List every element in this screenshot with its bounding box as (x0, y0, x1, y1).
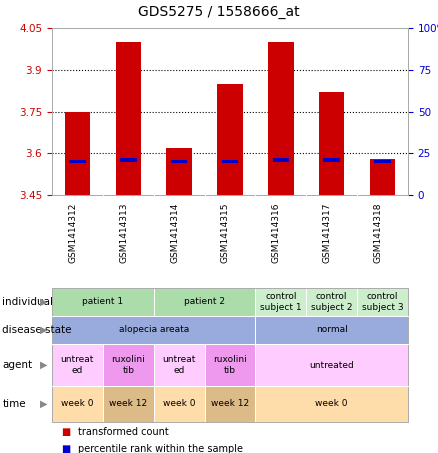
Bar (116, 42, 141, 195)
Bar (272, 158, 289, 162)
Text: ▶: ▶ (40, 399, 48, 409)
Text: ▶: ▶ (40, 360, 48, 370)
Text: week 12: week 12 (211, 400, 249, 409)
Bar (166, 148, 192, 195)
Text: GSM1414312: GSM1414312 (68, 202, 78, 263)
Text: ruxolini
tib: ruxolini tib (213, 355, 247, 375)
Bar (370, 159, 395, 195)
Text: week 0: week 0 (61, 400, 94, 409)
Bar (171, 160, 187, 163)
Text: control
subject 2: control subject 2 (311, 292, 353, 312)
Bar (319, 92, 344, 195)
Text: normal: normal (316, 326, 348, 334)
Text: patient 2: patient 2 (184, 298, 225, 307)
Text: GSM1414318: GSM1414318 (374, 202, 382, 263)
Text: alopecia areata: alopecia areata (119, 326, 189, 334)
Text: untreat
ed: untreat ed (61, 355, 94, 375)
Bar (120, 158, 137, 162)
Text: agent: agent (2, 360, 32, 370)
Text: percentile rank within the sample: percentile rank within the sample (78, 444, 243, 453)
Bar (217, 84, 243, 195)
Text: GSM1414317: GSM1414317 (323, 202, 332, 263)
Bar (323, 158, 340, 162)
Text: ▶: ▶ (40, 297, 48, 307)
Text: week 0: week 0 (315, 400, 348, 409)
Text: ■: ■ (61, 427, 70, 437)
Text: GDS5275 / 1558666_at: GDS5275 / 1558666_at (138, 5, 300, 19)
Text: untreat
ed: untreat ed (162, 355, 196, 375)
Text: control
subject 1: control subject 1 (260, 292, 302, 312)
Text: control
subject 3: control subject 3 (362, 292, 403, 312)
Text: disease state: disease state (2, 325, 72, 335)
Text: transformed count: transformed count (78, 427, 169, 437)
Text: untreated: untreated (309, 361, 354, 370)
Text: GSM1414313: GSM1414313 (119, 202, 128, 263)
Text: ruxolini
tib: ruxolini tib (111, 355, 145, 375)
Text: individual: individual (2, 297, 53, 307)
Bar (65, 111, 90, 195)
Bar (222, 160, 238, 163)
Text: GSM1414315: GSM1414315 (221, 202, 230, 263)
Text: patient 1: patient 1 (82, 298, 124, 307)
Text: time: time (2, 399, 26, 409)
Text: week 12: week 12 (109, 400, 147, 409)
Text: GSM1414314: GSM1414314 (170, 202, 179, 263)
Text: ■: ■ (61, 444, 70, 453)
Text: week 0: week 0 (163, 400, 195, 409)
Bar (69, 160, 86, 163)
Bar (374, 160, 391, 163)
Text: GSM1414316: GSM1414316 (272, 202, 281, 263)
Text: ▶: ▶ (40, 325, 48, 335)
Bar (268, 42, 293, 195)
